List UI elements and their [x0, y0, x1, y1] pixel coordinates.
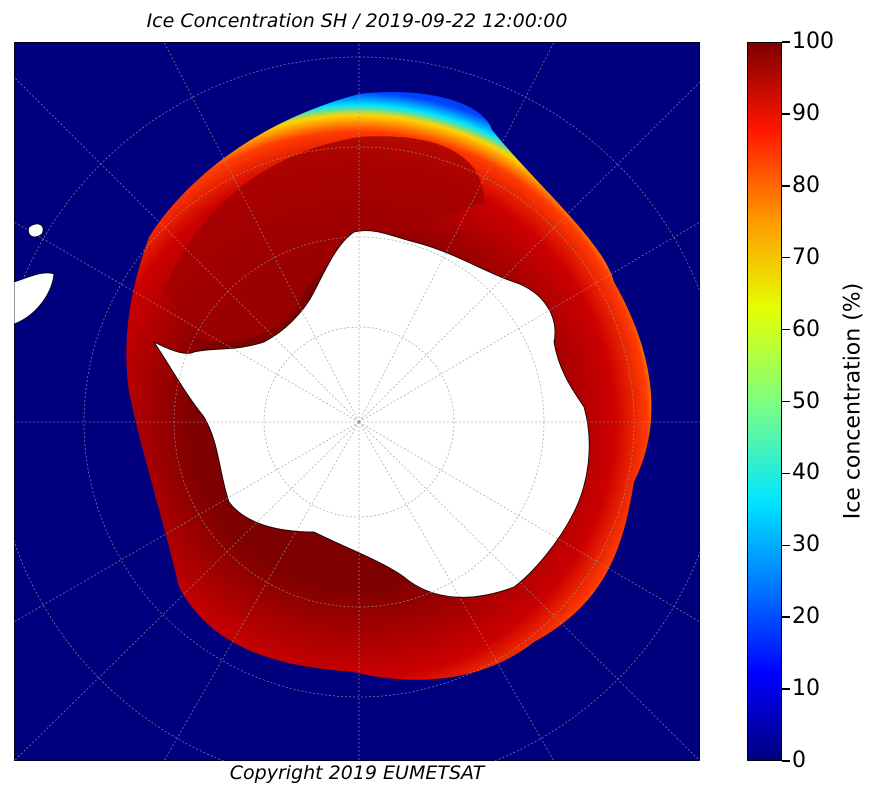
antarctica-landmass [152, 230, 590, 598]
graticule-grid [14, 42, 700, 761]
colorbar-tick-label: 0 [792, 748, 806, 773]
colorbar-tick [782, 688, 790, 690]
colorbar-tick [782, 616, 790, 618]
colorbar-tick [782, 185, 790, 187]
map-title: Ice Concentration SH / 2019-09-22 12:00:… [146, 10, 568, 32]
copyright-notice: Copyright 2019 EUMETSAT [229, 762, 485, 784]
colorbar-tick [782, 328, 790, 331]
colorbar-tick [782, 472, 790, 475]
falkland-islands [27, 223, 44, 238]
colorbar-tick-label: 100 [792, 29, 834, 54]
colorbar-tick [782, 256, 790, 259]
colorbar-tick-label: 90 [792, 100, 820, 126]
colorbar-tick [782, 41, 790, 43]
colorbar-tick-label: 50 [792, 388, 820, 414]
colorbar-tick [782, 400, 790, 403]
sea-ice-dense-region [164, 136, 484, 342]
colorbar-tick-label: 80 [792, 172, 820, 198]
colorbar-tick [782, 544, 790, 547]
south-america-tip [14, 272, 55, 325]
colorbar-tick [782, 760, 790, 762]
colorbar-tick-label: 70 [792, 244, 820, 270]
colorbar-label: Ice concentration (%) [840, 282, 866, 520]
colorbar-tick-label: 10 [792, 676, 820, 702]
colorbar [747, 42, 782, 761]
colorbar-tick-label: 60 [792, 316, 820, 342]
colorbar-tick-label: 40 [792, 460, 820, 486]
colorbar-tick-label: 30 [792, 532, 820, 558]
colorbar-tick-label: 20 [792, 604, 820, 630]
ice-concentration-map [14, 42, 700, 761]
colorbar-tick [782, 113, 790, 115]
